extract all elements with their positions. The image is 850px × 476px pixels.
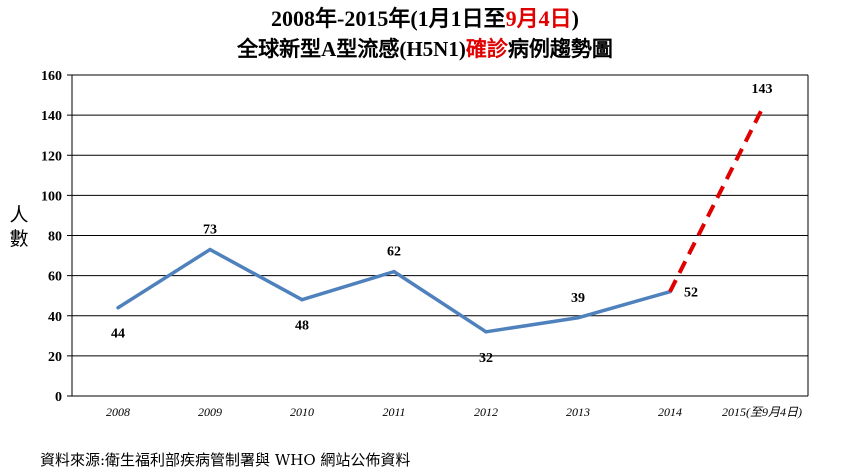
y-tick-label: 60: [48, 270, 62, 285]
data-label: 62: [387, 245, 401, 260]
data-label: 44: [111, 327, 125, 342]
series-segment-dashed: [668, 108, 764, 293]
y-tick-label: 100: [41, 189, 62, 204]
series-segment: [392, 269, 488, 334]
x-tick-label: 2009: [198, 405, 222, 419]
series-segment: [576, 289, 672, 320]
y-tick-label: 40: [48, 310, 62, 325]
x-tick-label: 2013: [566, 405, 590, 419]
data-label: 39: [571, 291, 585, 306]
x-tick-label: 2011: [382, 405, 405, 419]
y-tick-label: 120: [41, 149, 62, 164]
y-axis-label-char: 人: [9, 204, 29, 226]
y-axis-label: 人 數: [8, 203, 30, 251]
data-label: 143: [752, 82, 773, 97]
x-tick-label: 2014: [658, 405, 682, 419]
x-tick-label: 2015(至9月4日): [722, 405, 802, 419]
data-label: 32: [479, 351, 493, 366]
y-tick-label: 80: [48, 230, 62, 245]
y-tick-label: 160: [41, 69, 62, 84]
y-tick-label: 140: [41, 109, 62, 124]
series-segment: [300, 269, 396, 302]
series-segment: [484, 316, 580, 334]
chart-title: 2008年-2015年(1月1日至9月4日) 全球新型A型流感(H5N1)確診病…: [0, 4, 850, 64]
series-segment: [208, 247, 304, 302]
series-segment: [116, 247, 212, 310]
data-label: 48: [295, 319, 309, 334]
x-tick-label: 2012: [474, 405, 498, 419]
y-axis-label-char: 數: [9, 228, 29, 250]
title-line-1: 2008年-2015年(1月1日至9月4日): [271, 6, 579, 31]
data-label: 52: [684, 286, 698, 301]
y-tick-label: 0: [55, 390, 62, 405]
source-note: 資料來源:衛生福利部疾病管制署與 WHO 網站公佈資料: [40, 451, 411, 469]
y-tick-label: 20: [48, 350, 62, 365]
x-tick-label: 2008: [106, 405, 130, 419]
x-tick-label: 2010: [290, 405, 314, 419]
data-label: 73: [203, 223, 217, 238]
title-line-2: 全球新型A型流感(H5N1)確診病例趨勢圖: [237, 37, 613, 61]
